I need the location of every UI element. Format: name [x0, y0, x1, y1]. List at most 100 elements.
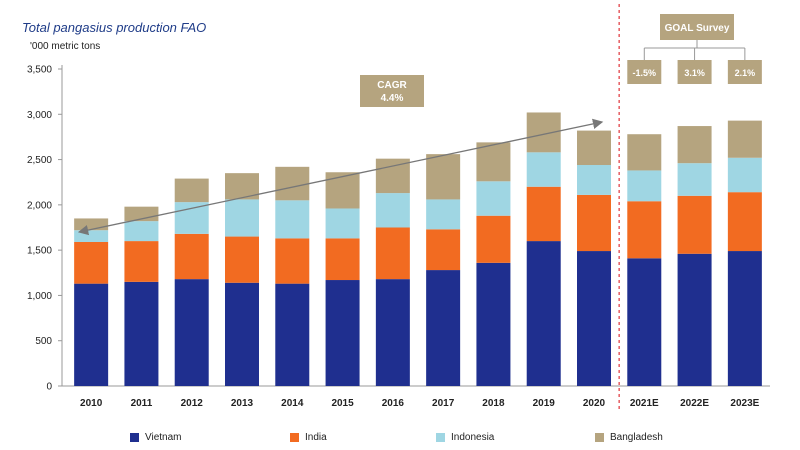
- x-tick-label: 2015: [331, 398, 354, 409]
- goal-value-box: [627, 60, 662, 84]
- bar-segment-vietnam-2019: [526, 241, 561, 386]
- bar-segment-india-2014: [275, 238, 310, 284]
- x-tick-label: 2018: [482, 398, 505, 409]
- bar-segment-bangladesh-2022e: [677, 126, 712, 164]
- bar-segment-indonesia-2017: [426, 199, 461, 230]
- bar-segment-india-2020: [577, 194, 611, 252]
- bar-segment-india-2018: [476, 215, 511, 263]
- x-tick-label: 2016: [382, 398, 405, 409]
- bar-segment-bangladesh-2012: [174, 178, 209, 203]
- legend-item-india: India: [290, 432, 327, 443]
- goal-value-box: [677, 60, 712, 84]
- bar-segment-bangladesh-2020: [577, 130, 611, 166]
- legend-label: India: [305, 432, 327, 443]
- y-tick-label: 2,000: [27, 200, 52, 211]
- bar-segment-vietnam-2016: [375, 279, 410, 386]
- bar-segment-india-2023e: [727, 192, 762, 252]
- legend-item-indonesia: Indonesia: [436, 432, 494, 443]
- bar-segment-indonesia-2021e: [627, 170, 662, 202]
- x-tick-label: 2013: [231, 398, 254, 409]
- x-tick-label: 2011: [131, 398, 153, 409]
- chart-legend: Vietnam India Indonesia Bangladesh: [0, 432, 800, 446]
- legend-label: Indonesia: [451, 432, 495, 443]
- bar-segment-vietnam-2021e: [627, 258, 662, 386]
- bar-segment-bangladesh-2014: [275, 166, 310, 201]
- bar-segment-bangladesh-2023e: [727, 120, 762, 158]
- goal-survey-title: GOAL Survey: [665, 23, 730, 34]
- legend-item-vietnam: Vietnam: [130, 432, 182, 443]
- goal-value-label: -1.5%: [633, 68, 657, 78]
- cagr-title: CAGR: [377, 80, 407, 91]
- x-tick-label: 2022E: [680, 398, 709, 409]
- bar-segment-indonesia-2010: [74, 230, 109, 242]
- goal-value-box: [727, 60, 762, 84]
- y-tick-label: 2,500: [27, 155, 52, 166]
- bar-segment-vietnam-2014: [275, 283, 310, 386]
- bar-segment-india-2016: [375, 227, 410, 280]
- bar-segment-vietnam-2022e: [677, 253, 712, 386]
- legend-swatch: [290, 433, 299, 442]
- bar-segment-indonesia-2012: [174, 202, 209, 234]
- bar-segment-indonesia-2022e: [677, 163, 712, 196]
- cagr-box: [360, 75, 424, 107]
- bar-segment-indonesia-2023e: [727, 157, 762, 193]
- bar-segment-vietnam-2012: [174, 279, 209, 386]
- bar-segment-vietnam-2013: [225, 282, 259, 386]
- y-tick-label: 500: [35, 336, 52, 347]
- bar-segment-indonesia-2013: [225, 199, 259, 237]
- y-axis-unit-label: '000 metric tons: [30, 41, 101, 52]
- x-tick-label: 2020: [583, 398, 606, 409]
- y-tick-label: 3,500: [27, 65, 52, 76]
- chart-title: Total pangasius production FAO: [22, 20, 207, 35]
- bar-segment-bangladesh-2017: [426, 154, 461, 200]
- bar-segment-bangladesh-2021e: [627, 134, 662, 171]
- bar-segment-vietnam-2023e: [727, 251, 762, 386]
- bar-segment-bangladesh-2018: [476, 142, 511, 182]
- legend-label: Bangladesh: [610, 432, 663, 443]
- x-tick-label: 2012: [181, 398, 204, 409]
- y-tick-label: 3,000: [27, 110, 52, 121]
- bar-segment-vietnam-2010: [74, 283, 109, 386]
- cagr-trend-arrow: [77, 118, 604, 236]
- goal-survey-box: [660, 14, 734, 40]
- x-tick-label: 2021E: [630, 398, 659, 409]
- x-tick-label: 2023E: [730, 398, 759, 409]
- bar-segment-indonesia-2011: [124, 221, 159, 242]
- bar-segment-indonesia-2019: [526, 152, 561, 187]
- bar-segment-india-2012: [174, 233, 209, 280]
- x-tick-label: 2014: [281, 398, 304, 409]
- bar-segment-vietnam-2020: [577, 251, 611, 386]
- bar-segment-indonesia-2018: [476, 181, 511, 216]
- x-tick-label: 2010: [80, 398, 103, 409]
- bar-segment-indonesia-2015: [325, 208, 360, 239]
- bar-segment-india-2011: [124, 241, 159, 282]
- bar-segment-india-2019: [526, 186, 561, 242]
- bar-segment-india-2022e: [677, 195, 712, 254]
- bar-segment-bangladesh-2010: [74, 218, 109, 231]
- bar-segment-vietnam-2015: [325, 280, 360, 386]
- cagr-value: 4.4%: [381, 93, 404, 104]
- legend-swatch: [436, 433, 445, 442]
- bar-segment-indonesia-2020: [577, 165, 611, 195]
- bar-segment-vietnam-2011: [124, 281, 159, 386]
- x-tick-label: 2019: [533, 398, 556, 409]
- bar-segment-indonesia-2016: [375, 193, 410, 228]
- bar-segment-vietnam-2018: [476, 262, 511, 386]
- legend-swatch: [595, 433, 604, 442]
- y-tick-label: 1,000: [27, 291, 52, 302]
- bar-segment-india-2021e: [627, 201, 662, 259]
- bar-segment-vietnam-2017: [426, 270, 461, 386]
- bar-segment-indonesia-2014: [275, 200, 310, 239]
- y-tick-label: 0: [46, 382, 52, 393]
- x-tick-label: 2017: [432, 398, 455, 409]
- legend-item-bangladesh: Bangladesh: [595, 432, 663, 443]
- bar-segment-india-2010: [74, 241, 109, 284]
- y-tick-label: 1,500: [27, 246, 52, 257]
- goal-value-label: 3.1%: [684, 68, 705, 78]
- bar-segment-bangladesh-2015: [325, 172, 360, 209]
- legend-swatch: [130, 433, 139, 442]
- goal-value-label: 2.1%: [735, 68, 756, 78]
- bar-segment-india-2015: [325, 238, 360, 281]
- bar-segment-india-2013: [225, 236, 259, 283]
